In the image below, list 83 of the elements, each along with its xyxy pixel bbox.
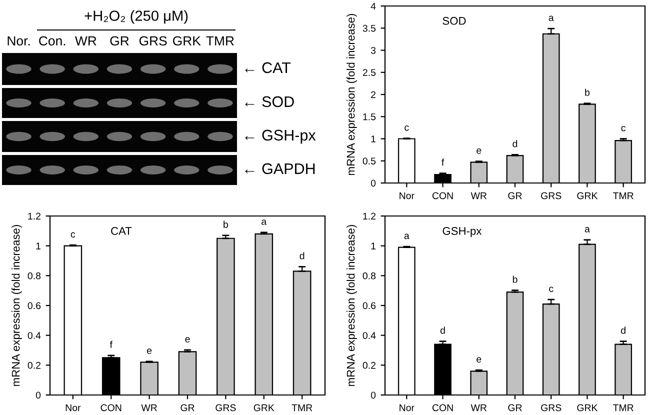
annotation: c [621,126,626,132]
annotation: b [224,220,228,228]
x-tick-label: GRS [541,404,562,412]
annotation: e [147,348,152,354]
category-label: WR [74,36,96,46]
category-label: TMR [206,36,234,46]
annotation: c [70,232,76,238]
y-tick-label: 0 [36,392,41,399]
y-tick-label: 1.5 [363,113,376,120]
annotation: d [621,326,626,334]
y-tick-label: 0.2 [28,362,40,369]
y-tick-label: 0 [370,180,376,187]
y-tick-label: 0 [370,392,376,399]
x-tick-label: WR [470,192,487,200]
annotation: a [262,220,267,225]
y-axis-title: mRNA expression (fold increase) [346,14,357,175]
x-tick-label: GRS [216,404,236,412]
y-tick-label: 0.8 [28,272,41,280]
annotation: d [512,140,518,148]
annotation: f [110,340,112,348]
category-label: GRK [173,36,201,46]
y-tick-label: 3 [370,46,376,54]
y-tick-label: 0.4 [28,332,41,339]
x-tick-label: GRK [577,192,598,200]
text: ← GAPDH [245,163,315,174]
x-tick-label: CON [432,404,453,412]
y-axis-title: mRNA expression (fold increase) [12,224,22,386]
x-tick-label: CON [100,404,122,412]
category-label: Con. [39,36,66,46]
y-tick-label: 0.6 [28,302,41,310]
y-tick-label: 1 [371,242,376,250]
text: +H₂O₂ (250 μM) [84,10,188,24]
y-tick-label: 0.2 [362,362,376,369]
annotation: a [548,16,554,22]
category-label: GRS [139,36,167,46]
x-tick-label: GR [508,192,522,200]
annotation: f [442,158,444,166]
y-tick-label: 3.5 [362,24,376,32]
annotation: c [404,126,409,131]
annotation: e [476,357,482,363]
x-tick-label: GR [508,404,522,412]
x-tick-label: WR [141,404,157,412]
x-tick-label: GRS [541,192,562,200]
x-tick-label: Nor [66,404,81,412]
x-tick-label: TMR [292,404,312,412]
text: ← SOD [245,96,294,108]
text: GSH-px [442,227,482,238]
y-tick-label: 4 [370,2,376,10]
y-tick-label: 0.4 [362,332,376,339]
y-tick-label: 1.2 [363,212,376,220]
x-tick-label: GRK [577,404,598,412]
x-tick-label: TMR [613,404,634,412]
text: ← GSH-px [245,130,316,144]
text: SOD [442,16,466,25]
annotation: b [585,88,590,96]
x-tick-label: TMR [613,192,634,200]
text: CAT [111,227,132,235]
annotation: e [476,148,482,154]
x-tick-label: Nor [400,404,414,412]
annotation: a [584,227,590,232]
annotation: b [512,276,518,283]
y-tick-label: 1 [36,242,40,250]
x-tick-label: CON [432,192,453,200]
y-tick-label: 1.2 [28,212,40,220]
annotation: c [549,286,554,292]
x-tick-label: WR [470,404,487,412]
y-tick-label: 0.6 [362,302,376,310]
annotation: e [185,337,190,342]
category-label: GR [110,36,129,46]
annotation: d [440,326,445,334]
y-tick-label: 2.5 [362,69,376,76]
x-tick-label: GR [180,404,194,412]
y-tick-label: 0.8 [362,272,376,280]
x-tick-label: GRK [254,404,274,412]
y-tick-label: 1 [371,136,376,142]
category-label: Nor. [8,36,30,46]
y-axis-title: mRNA expression (fold increase) [346,224,357,386]
annotation: d [300,252,304,260]
y-tick-label: 0.5 [362,158,376,164]
annotation: a [404,234,410,240]
text: ← CAT [245,62,291,74]
x-tick-label: Nor [400,192,414,200]
y-tick-label: 2 [371,91,376,98]
